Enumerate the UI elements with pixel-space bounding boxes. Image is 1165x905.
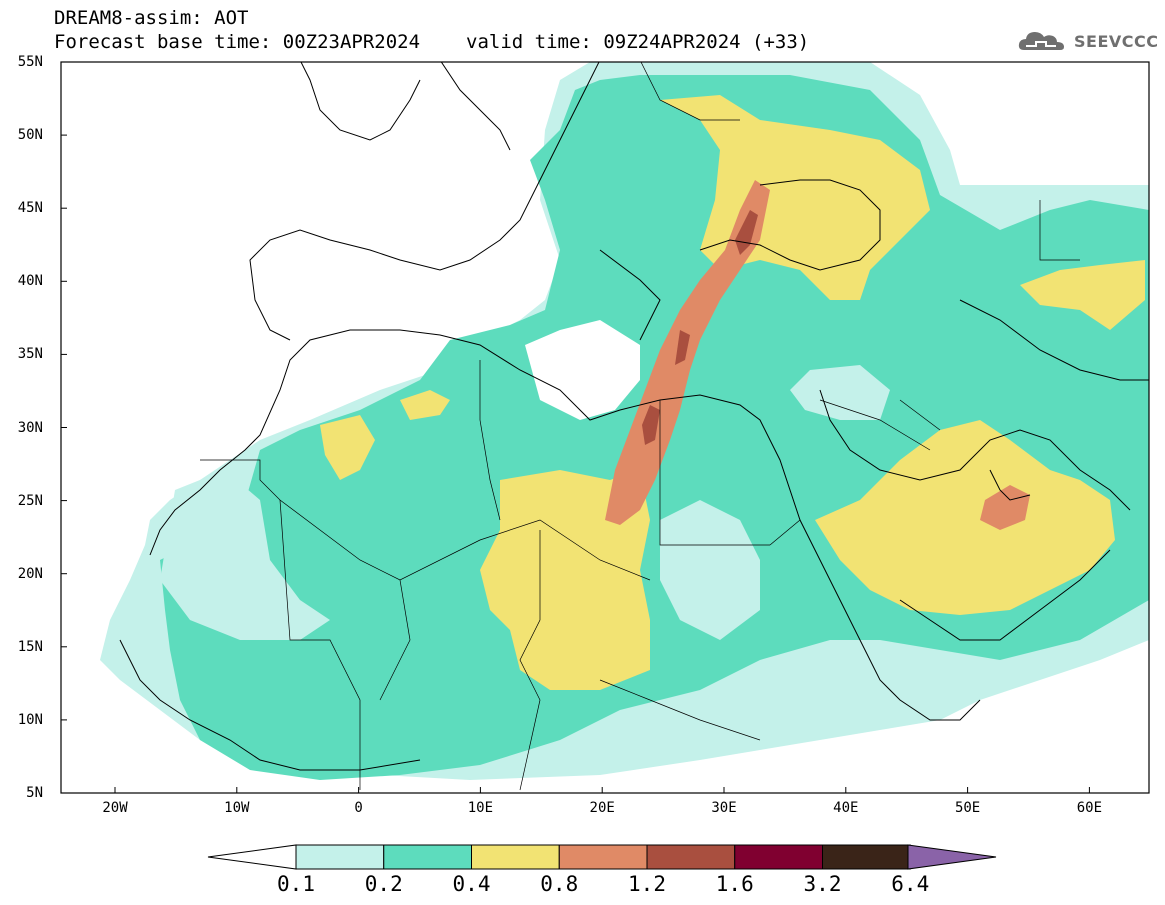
lat-label: 45N (17, 200, 43, 217)
lon-label: 0 (354, 800, 363, 816)
aot-layer-0.4-caspian (1020, 260, 1145, 330)
lon-label: 50E (954, 800, 981, 816)
lat-label: 20N (17, 565, 43, 582)
colorbar-box (646, 844, 736, 870)
lon-label: 60E (1076, 800, 1103, 816)
lat-label: 30N (17, 419, 43, 436)
colorbar-label: 3.2 (803, 872, 842, 896)
lat-label: 15N (17, 638, 43, 655)
colorbar-box (383, 844, 472, 870)
aot-layer-0.4-africa (480, 470, 650, 690)
colorbar-over-arrow (907, 844, 997, 870)
map-title: DREAM8-assim: AOT (54, 7, 249, 29)
valid-time: valid time: 09Z24APR2024 (+33) (466, 31, 810, 53)
logo-text: SEEVCCC (1074, 31, 1159, 51)
lon-label: 30E (711, 800, 737, 816)
aot-clear-west-africa (160, 470, 330, 640)
colorbar (207, 844, 997, 870)
colorbar-label: 6.4 (891, 872, 930, 896)
aot-layer-0.8-uae (980, 485, 1030, 530)
lat-label: 50N (17, 127, 43, 144)
colorbar-label: 0.1 (277, 872, 315, 896)
aot-layer-1.2-plume2 (642, 405, 660, 445)
lat-label: 55N (17, 54, 43, 70)
lat-label: 40N (17, 273, 43, 290)
aot-clear-arabia (790, 365, 890, 420)
aot-layer-0.4-arabia (815, 420, 1115, 615)
colorbar-box (471, 844, 560, 870)
aot-layer-0.4-west (320, 415, 375, 480)
aot-layer-1.2-plume3 (675, 330, 690, 365)
aot-clear-north-africa (525, 320, 640, 420)
lat-label: 5N (26, 785, 43, 801)
colorbar-box (822, 844, 911, 870)
country-borders (200, 62, 1080, 791)
aot-clear-africa (660, 500, 760, 640)
base-time: Forecast base time: 00Z23APR2024 (54, 31, 421, 53)
lon-label: 20E (589, 800, 615, 816)
colorbar-box (734, 844, 823, 870)
colorbar-label: 0.4 (452, 872, 491, 896)
colorbar-label: 1.6 (715, 872, 754, 896)
colorbar-label: 1.2 (628, 872, 666, 896)
lon-label: 10W (224, 800, 250, 816)
colorbar-under-arrow (207, 844, 297, 870)
coastlines (119, 62, 1149, 771)
tick-marks (61, 61, 1090, 794)
seevccc-logo: SEEVCCC (1018, 28, 1159, 54)
lat-label: 35N (17, 346, 43, 363)
cloud-icon (1018, 32, 1064, 50)
lon-label: 10E (467, 800, 494, 816)
lat-label: 25N (17, 492, 43, 509)
colorbar-label: 0.8 (540, 872, 579, 896)
colorbar-box (558, 844, 648, 870)
colorbar-label: 0.2 (364, 872, 403, 896)
aot-layer-1.2-plume (735, 210, 758, 255)
lat-label: 10N (17, 711, 43, 728)
lon-label: 40E (833, 800, 859, 816)
colorbar-box (295, 844, 385, 870)
lon-label: 20W (102, 800, 128, 816)
aot-layer-0.4-sahara (400, 390, 450, 420)
forecast-times: Forecast base time: 00Z23APR2024 valid ti… (54, 31, 809, 53)
